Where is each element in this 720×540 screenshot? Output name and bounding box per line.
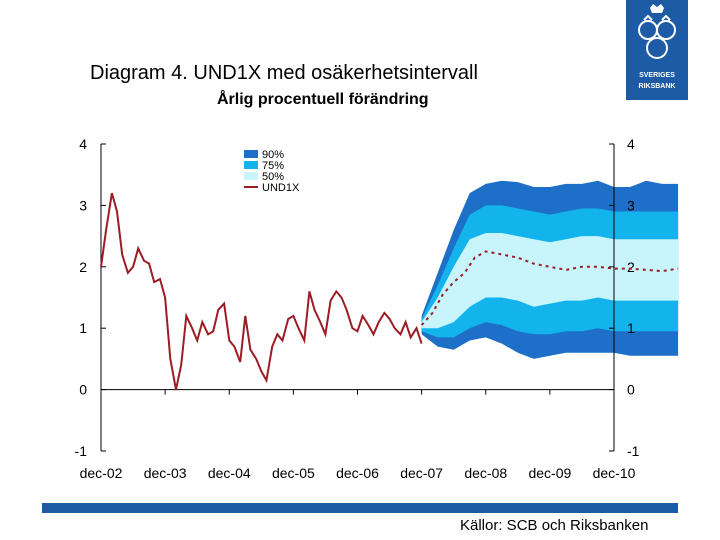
y-tick-label-right: 4: [627, 136, 635, 152]
legend-label: UND1X: [262, 182, 300, 194]
y-tick-label-left: 0: [79, 382, 87, 398]
x-tick-label: dec-05: [272, 465, 315, 481]
forecast-line: [420, 250, 679, 326]
y-tick-label-left: 4: [79, 136, 87, 152]
legend-swatch: [244, 150, 258, 158]
x-tick-label: dec-02: [80, 465, 123, 481]
legend-label: 50%: [262, 171, 284, 183]
y-tick-label-right: 0: [627, 382, 635, 398]
chart-subtitle: Årlig procentuell förändring: [217, 91, 429, 108]
legend-label: 90%: [262, 149, 284, 161]
y-tick-label-left: 3: [79, 197, 87, 213]
x-tick-label: dec-03: [144, 465, 187, 481]
chart-title: Diagram 4. UND1X med osäkerhetsintervall: [90, 62, 478, 84]
crown-emblem-icon: [638, 4, 676, 59]
y-tick-label-left: 2: [79, 259, 87, 275]
riksbank-logo: SVERIGES RIKSBANK: [626, 0, 688, 100]
logo-text-line2: RIKSBANK: [638, 83, 676, 90]
logo-text-line1: SVERIGES: [639, 72, 675, 79]
x-tick-label: dec-08: [464, 465, 507, 481]
und1x-line: [100, 192, 423, 390]
y-tick-label-right: 3: [627, 197, 635, 213]
legend-swatch: [244, 172, 258, 180]
y-tick-label-left: -1: [75, 443, 88, 459]
legend-swatch: [244, 161, 258, 169]
y-tick-label-right: -1: [627, 443, 640, 459]
x-tick-label: dec-09: [528, 465, 571, 481]
x-tick-label: dec-10: [593, 465, 636, 481]
x-tick-label: dec-06: [336, 465, 379, 481]
legend-label: 75%: [262, 160, 284, 172]
x-tick-label: dec-04: [208, 465, 251, 481]
y-tick-label-right: 1: [627, 320, 635, 336]
source-text: Källor: SCB och Riksbanken: [460, 517, 649, 534]
y-tick-label-left: 1: [79, 320, 87, 336]
x-tick-label: dec-07: [400, 465, 443, 481]
footer-bar: [42, 503, 678, 513]
y-tick-label-right: 2: [627, 259, 635, 275]
